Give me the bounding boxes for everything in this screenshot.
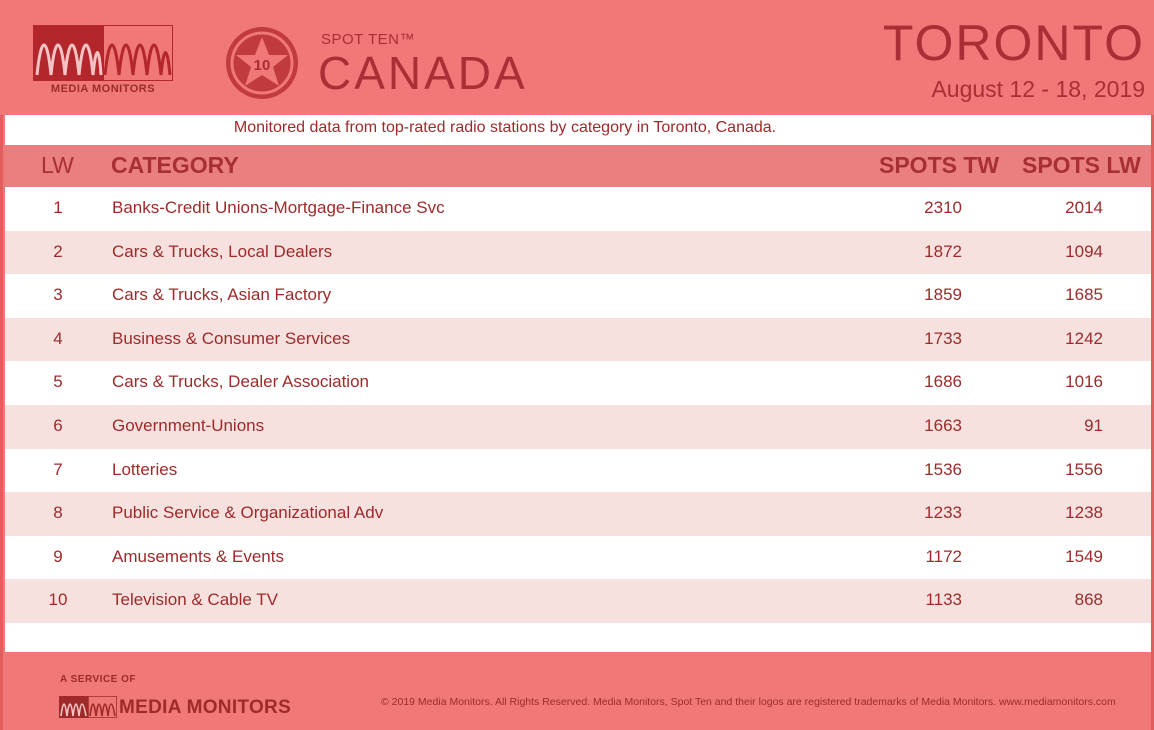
footer-wordmark: MEDIA MONITORS [119, 697, 292, 718]
table-row: 7 Lotteries 1536 1556 [5, 449, 1151, 493]
rank-cell: 1 [53, 198, 63, 217]
table-row: 1 Banks-Credit Unions-Mortgage-Finance S… [5, 187, 1151, 231]
media-monitors-wordmark: MEDIA MONITORS [50, 83, 156, 95]
table-header: LW CATEGORY SPOTS TW SPOTS LW [5, 145, 1151, 187]
column-header-category: CATEGORY [111, 152, 239, 178]
header: MEDIA MONITORS 10 SPOT TEN™ CANADA TORON… [0, 0, 1154, 115]
category-cell: Public Service & Organizational Adv [112, 503, 384, 523]
subtitle: Monitored data from top-rated radio stat… [233, 119, 777, 136]
spots-tw-cell: 2310 [924, 198, 962, 217]
category-cell: Cars & Trucks, Local Dealers [112, 241, 333, 261]
table-row: 4 Business & Consumer Services 1733 1242 [5, 317, 1151, 362]
footer-logo-mark-icon [59, 696, 117, 718]
spots-tw-cell: 1872 [924, 241, 962, 261]
spots-lw-cell: 1016 [1065, 372, 1103, 392]
spots-tw-cell: 1686 [924, 372, 962, 392]
city-title: TORONTO [882, 15, 1145, 71]
copyright-notice: © 2019 Media Monitors. All Rights Reserv… [381, 696, 1116, 708]
category-cell: Television & Cable TV [112, 590, 278, 610]
rank-cell: 2 [53, 241, 63, 261]
spots-tw-cell: 1859 [924, 285, 962, 305]
spots-tw-cell: 1536 [924, 459, 962, 479]
table-body: 1 Banks-Credit Unions-Mortgage-Finance S… [5, 187, 1151, 623]
table-row: 9 Amusements & Events 1172 1549 [5, 536, 1151, 580]
category-cell: Amusements & Events [112, 546, 284, 566]
rank-cell: 10 [48, 590, 68, 610]
table-row: 8 Public Service & Organizational Adv 12… [5, 492, 1151, 536]
table-row: 3 Cars & Trucks, Asian Factory 1859 1685 [5, 274, 1151, 318]
spots-lw-cell: 868 [1074, 590, 1103, 610]
rank-cell: 4 [53, 328, 63, 348]
table-row: 5 Cars & Trucks, Dealer Association 1686… [5, 361, 1151, 405]
category-cell: Business & Consumer Services [112, 328, 351, 348]
date-range: August 12 - 18, 2019 [931, 76, 1145, 102]
category-cell: Lotteries [112, 459, 178, 479]
rank-cell: 3 [53, 285, 63, 305]
spots-lw-cell: 1094 [1065, 241, 1103, 261]
spots-tw-cell: 1733 [924, 328, 962, 348]
category-cell: Banks-Credit Unions-Mortgage-Finance Svc [112, 198, 445, 217]
spots-tw-cell: 1172 [925, 546, 962, 566]
column-header-spots-lw: SPOTS LW [1022, 152, 1141, 178]
category-cell: Cars & Trucks, Dealer Association [112, 372, 369, 392]
spots-lw-cell: 1238 [1065, 503, 1103, 523]
spots-lw-cell: 91 [1084, 415, 1103, 435]
spot-ten-badge-number: 10 [254, 57, 271, 74]
column-header-spots-tw: SPOTS TW [879, 152, 1000, 178]
spots-tw-cell: 1133 [925, 590, 962, 610]
spots-tw-cell: 1663 [924, 415, 962, 435]
footer-media-monitors-logo: MEDIA MONITORS [59, 695, 309, 721]
content-panel: Monitored data from top-rated radio stat… [5, 115, 1151, 652]
spots-lw-cell: 1685 [1065, 285, 1103, 305]
spots-lw-cell: 1549 [1065, 546, 1103, 566]
column-header-lw: LW [41, 152, 74, 178]
spots-lw-cell: 1556 [1065, 459, 1103, 479]
table-row: 6 Government-Unions 1663 91 [5, 404, 1151, 449]
spot-ten-label: SPOT TEN™ [321, 31, 415, 48]
table-row: 10 Television & Cable TV 1133 868 [5, 579, 1151, 623]
rank-cell: 8 [53, 503, 63, 523]
table-row: 2 Cars & Trucks, Local Dealers 1872 1094 [5, 230, 1151, 275]
service-of-label: A SERVICE OF [60, 674, 137, 685]
spots-tw-cell: 1233 [924, 503, 962, 523]
country-title: CANADA [318, 47, 528, 99]
media-monitors-logo: MEDIA MONITORS [33, 25, 173, 95]
category-cell: Government-Unions [112, 415, 265, 435]
rank-cell: 9 [53, 546, 63, 566]
footer: A SERVICE OF MEDIA MONITORS © 2019 Media… [0, 652, 1154, 730]
spots-lw-cell: 1242 [1065, 328, 1103, 348]
media-monitors-logo-mark [33, 25, 173, 81]
category-cell: Cars & Trucks, Asian Factory [112, 285, 332, 305]
rank-cell: 5 [53, 372, 63, 392]
rank-cell: 6 [53, 415, 63, 435]
rank-cell: 7 [53, 459, 63, 479]
spot-ten-badge-icon: 10 [226, 27, 298, 99]
spots-lw-cell: 2014 [1065, 198, 1103, 217]
